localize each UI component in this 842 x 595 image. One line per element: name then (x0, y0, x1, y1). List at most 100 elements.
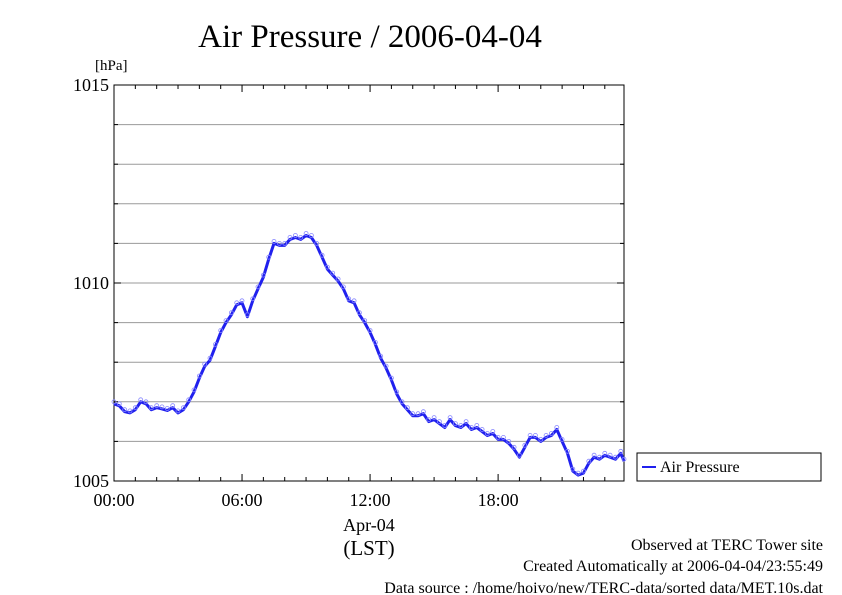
data-point (292, 233, 298, 238)
data-point (388, 375, 394, 381)
data-point (420, 409, 426, 415)
data-point (127, 408, 133, 414)
data-point (570, 466, 576, 472)
footer-source-line: Data source : /home/hoivo/new/TERC-data/… (384, 580, 823, 595)
data-point (575, 470, 581, 476)
data-point (218, 328, 224, 333)
data-point (458, 423, 464, 428)
y-axis-unit-label: [hPa] (95, 58, 128, 74)
data-point (308, 233, 314, 238)
data-point (404, 405, 410, 411)
data-point (621, 456, 627, 462)
data-point (559, 436, 565, 442)
data-point (511, 444, 517, 450)
data-point (356, 310, 362, 316)
x-date-label: Apr-04 (343, 515, 395, 535)
x-tick-label: 00:00 (93, 490, 134, 510)
data-point (500, 434, 506, 440)
data-point (383, 363, 389, 369)
data-point (527, 432, 533, 438)
data-point (191, 387, 197, 393)
data-point (452, 421, 458, 427)
data-point (186, 397, 192, 403)
x-timezone-label: (LST) (343, 536, 394, 560)
data-point (372, 339, 378, 345)
data-point (223, 318, 229, 324)
data-point (260, 272, 266, 278)
data-point (538, 436, 544, 442)
data-point (212, 341, 218, 347)
x-tick-label: 06:00 (222, 490, 263, 510)
data-point (495, 434, 501, 440)
data-point (613, 454, 618, 460)
data-point (431, 415, 437, 421)
data-point (335, 276, 341, 282)
data-point (234, 300, 240, 306)
data-point (202, 361, 208, 367)
data-point (175, 408, 181, 414)
data-point (148, 405, 154, 411)
data-point (565, 448, 570, 454)
data-point (506, 438, 512, 444)
data-point (468, 425, 474, 430)
data-point (591, 452, 597, 458)
footer-created-line: Created Automatically at 2006-04-04/23:5… (523, 558, 823, 575)
data-point (244, 312, 250, 318)
data-point (618, 448, 624, 454)
legend: Air Pressure (636, 452, 822, 482)
data-point (319, 252, 325, 258)
chart-title: Air Pressure / 2006-04-04 (198, 19, 542, 55)
data-point (522, 442, 528, 448)
data-point (415, 411, 421, 417)
data-point (207, 355, 213, 361)
y-tick-label: 1015 (73, 75, 109, 95)
data-point (122, 407, 128, 413)
data-point (410, 411, 416, 417)
data-point (463, 419, 469, 425)
data-point (378, 353, 384, 359)
x-tick-label: 12:00 (350, 490, 391, 510)
x-tick-labels: 00:00 06:00 12:00 18:00 (93, 490, 518, 510)
footer-observed-line: Observed at TERC Tower site (631, 537, 823, 554)
data-point (517, 452, 522, 458)
data-point (324, 264, 330, 270)
series-air-pressure (111, 231, 627, 477)
data-point (196, 373, 202, 379)
data-point (399, 399, 405, 405)
data-point (479, 427, 485, 432)
data-point (287, 234, 293, 240)
data-point (554, 425, 560, 430)
data-point (276, 240, 282, 246)
data-point (170, 403, 176, 409)
data-point (314, 240, 320, 246)
data-point (533, 432, 538, 438)
data-point (436, 419, 442, 425)
data-point (484, 431, 490, 436)
data-point (346, 296, 352, 302)
data-point (143, 399, 149, 405)
data-point (362, 318, 368, 324)
data-point (447, 415, 453, 421)
legend-label-air-pressure: Air Pressure (660, 459, 740, 476)
data-point (159, 404, 165, 410)
data-point (271, 238, 277, 244)
data-point (298, 234, 304, 240)
data-point (255, 284, 261, 290)
data-point (303, 231, 309, 236)
data-point (474, 423, 480, 428)
data-point (164, 406, 170, 411)
data-point (282, 240, 288, 246)
y-tick-label: 1005 (73, 471, 109, 491)
y-tick-label: 1010 (73, 273, 109, 293)
data-point (426, 417, 432, 423)
legend-box (636, 452, 822, 482)
data-point (442, 423, 448, 428)
data-point (543, 432, 549, 438)
data-point (581, 468, 586, 474)
data-point (330, 270, 336, 276)
data-point (111, 399, 117, 405)
data-point (351, 298, 357, 304)
data-point (490, 429, 496, 434)
data-point (586, 458, 592, 464)
